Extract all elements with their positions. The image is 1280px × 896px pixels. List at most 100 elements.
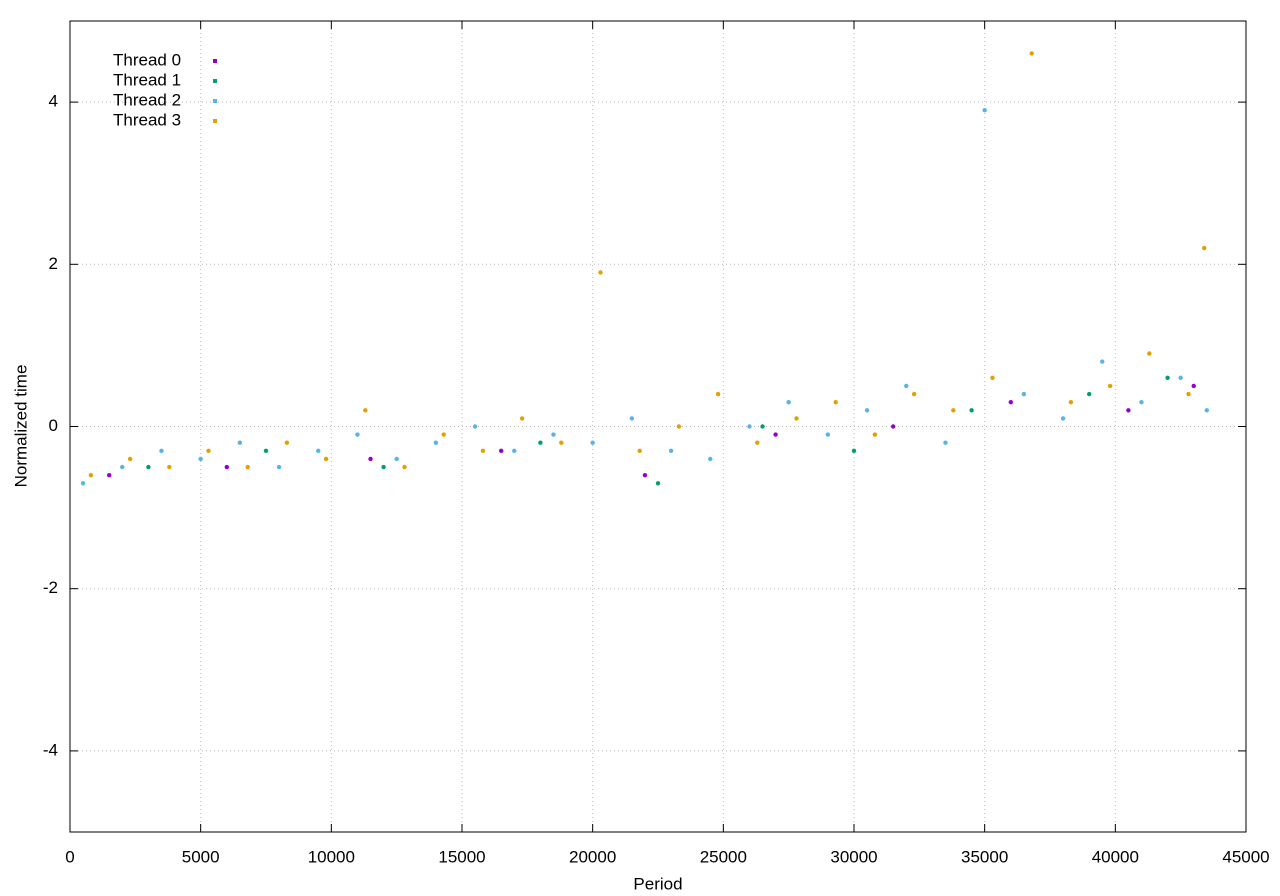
x-tick-label: 20000 [569,847,616,866]
point [969,408,974,413]
point [990,375,995,381]
x-axis-label: Period [633,874,682,893]
y-tick-label: -2 [43,578,58,597]
point [951,408,956,413]
point [1021,391,1027,397]
point [159,448,164,454]
point [316,448,321,454]
point [1165,375,1170,381]
point [642,472,648,478]
point [786,399,791,405]
point [127,456,133,462]
plot-frame [69,20,1247,833]
point [381,464,386,470]
point [655,481,661,486]
point [1147,351,1152,356]
point [1139,399,1144,405]
point [167,464,172,470]
point [551,432,556,437]
point [668,448,674,454]
point [1060,416,1066,421]
point [480,448,486,454]
point [80,481,86,486]
point [355,432,360,437]
x-tick-label: 40000 [1092,847,1139,866]
point [1201,245,1207,251]
point [864,408,870,413]
point [715,391,721,397]
point [402,464,407,470]
point [198,456,203,462]
x-tick-label: 0 [65,847,74,866]
point [637,448,642,454]
point [833,399,838,405]
point [263,448,269,454]
point [1178,375,1183,381]
point [237,440,243,445]
point [1107,383,1113,389]
point [120,464,125,470]
point [284,440,290,445]
legend-label: Thread 0 [113,50,181,69]
point [1204,408,1210,413]
point [755,440,760,445]
point [499,448,504,454]
point [773,432,778,437]
point [519,416,525,421]
point [904,383,909,389]
x-tick-label: 15000 [438,847,485,866]
point [433,440,439,445]
point [747,424,752,429]
y-tick-label: 2 [49,254,58,273]
legend-label: Thread 3 [113,110,181,129]
point [851,448,857,454]
point [1186,391,1191,397]
point [1126,408,1131,413]
x-tick-label: 35000 [961,847,1008,866]
point [629,416,635,421]
point [323,456,329,462]
point [708,456,713,462]
point [88,472,94,478]
x-tick-label: 5000 [182,847,220,866]
point [825,432,831,437]
legend-swatch [213,79,217,83]
point [368,456,373,462]
point [107,472,112,478]
point [676,424,682,429]
point [441,432,446,437]
x-tick-label: 25000 [700,847,747,866]
y-tick-label: 4 [49,92,58,111]
point [245,464,250,470]
point [1029,51,1034,56]
point [982,108,987,113]
point [891,424,896,429]
point [598,270,603,275]
point [1068,399,1074,405]
point [363,408,368,413]
point [1008,399,1013,405]
x-tick-label: 45000 [1222,847,1269,866]
point [794,416,799,421]
point [276,464,282,470]
legend-swatch [213,99,217,103]
point [538,440,543,445]
point [224,464,229,470]
point [512,448,517,454]
point [872,432,878,437]
point [206,448,211,454]
point [1100,359,1105,364]
x-tick-label: 30000 [830,847,877,866]
point [394,456,399,462]
point [590,440,595,445]
legend-label: Thread 1 [113,70,181,89]
point [1087,391,1092,397]
point [472,424,478,429]
legend-swatch [213,119,217,123]
point [760,424,765,429]
point [146,464,151,470]
x-tick-label: 10000 [308,847,355,866]
point [943,440,948,445]
y-axis-label: Normalized time [11,365,30,488]
